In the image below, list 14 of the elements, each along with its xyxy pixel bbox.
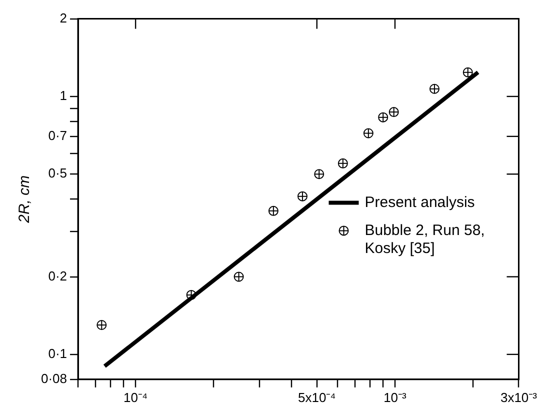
x-tick-label: 3x10⁻³: [500, 390, 538, 405]
y-tick-label: 0·08: [40, 370, 68, 386]
y-tick-label: 0·7: [48, 128, 68, 143]
y-tick-label: 0·1: [48, 346, 68, 361]
x-tick-label: 10⁻³: [384, 390, 408, 405]
y-tick-label: 2: [60, 10, 68, 26]
x-tick-label: 5x10⁻⁴: [298, 390, 336, 405]
y-tick-label: 1: [60, 88, 68, 104]
y-axis-title: 2R, cm: [16, 175, 34, 224]
y-tick-label: 0·2: [48, 268, 68, 284]
x-tick-label: 10⁻⁴: [124, 390, 148, 405]
legend-label: Bubble 2, Run 58, Kosky [35]: [364, 222, 485, 257]
legend-label: Present analysis: [364, 194, 475, 211]
y-tick-label: 0·5: [48, 166, 68, 181]
